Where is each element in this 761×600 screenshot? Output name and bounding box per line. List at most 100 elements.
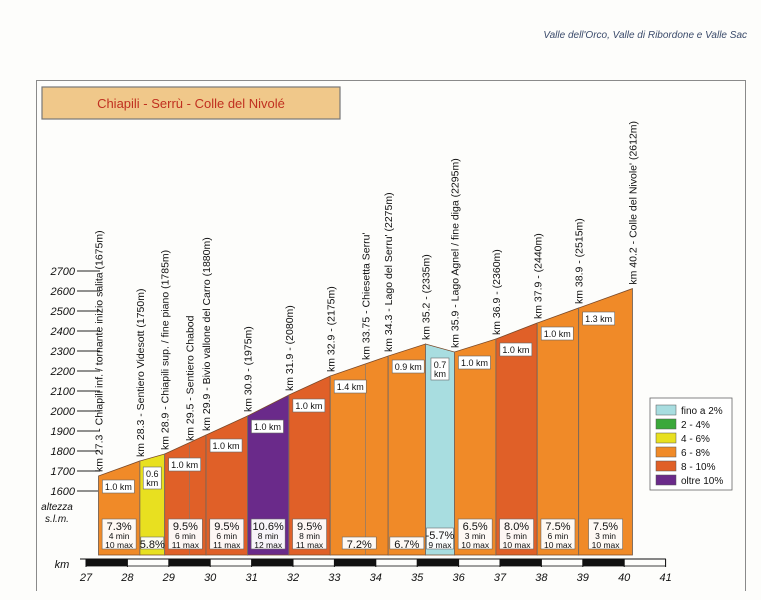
legend-label: 2 - 4%	[681, 420, 710, 431]
legend-label: 6 - 8%	[681, 448, 710, 459]
segment-time-label: 10 max	[105, 540, 134, 550]
segment-length-box	[102, 479, 135, 494]
profile-segment	[536, 307, 580, 556]
y-axis-label-line1: altezza	[41, 502, 73, 513]
waypoint-labels: km 27.3 - Chiapili inf. / tornante inizi…	[93, 121, 639, 472]
x-axis-scale-bar	[334, 559, 376, 566]
segment-length-box	[499, 342, 533, 357]
legend-swatch	[655, 418, 677, 430]
grade-box	[101, 518, 137, 550]
y-axis-label-line2: s.l.m.	[45, 514, 69, 525]
segment-time-label: 8 min	[258, 531, 279, 541]
grade-box	[140, 536, 164, 550]
segment-length-unit: km	[434, 369, 446, 379]
segment-length-box	[430, 357, 450, 381]
segment-length-box	[391, 359, 425, 374]
x-axis-scale-bar	[500, 559, 542, 566]
segment-length-label: 1.0 km	[171, 460, 198, 470]
legend-swatch	[655, 460, 677, 472]
segment-length-label: 1.0 km	[254, 422, 281, 432]
y-tick-label: 2000	[50, 406, 76, 418]
y-tick-label: 2200	[50, 366, 76, 378]
segment-time-label: 10 max	[461, 540, 490, 550]
grade-box	[426, 527, 454, 550]
x-axis-scale-bar	[582, 559, 625, 566]
y-tick-label: 1900	[51, 426, 76, 438]
grade-box	[341, 536, 377, 550]
grade-box	[588, 518, 623, 550]
x-tick-label: 38	[535, 572, 548, 584]
segment-time-label: 10 max	[544, 540, 573, 550]
x-tick-label: 28	[120, 572, 134, 584]
segment-grade-label: 6.7%	[394, 539, 419, 551]
segment-length-label: 0.6	[146, 469, 159, 479]
y-axis: 1600 1700 1800 1900 2000 2100 2200 2300 2400 2500…	[41, 266, 100, 525]
waypoint-label: km 37.9 - (2440m)	[532, 233, 544, 319]
waypoint-label: km 31.9 - (2080m)	[284, 305, 296, 391]
waypoint-label: km 29.9 - Bivio vallone del Carro (1880m…	[201, 237, 213, 431]
legend-swatch	[655, 432, 677, 444]
waypoint-label: km 29.5 - Sentiero Chabod	[185, 315, 197, 441]
x-axis-scale-outline	[85, 558, 666, 567]
header-text: Valle dell'Orco, Valle di Ribordone e Va…	[543, 30, 747, 41]
segment-length-box	[458, 355, 491, 370]
segment-time-label: 12 max	[254, 540, 283, 550]
chart-title-box: Chiapili - Serrù - Colle del Nivolé	[41, 86, 341, 120]
segment-length-label: 1.0 km	[544, 329, 571, 339]
legend-label: fino a 2%	[681, 406, 723, 417]
y-tick-label: 2500	[50, 306, 76, 318]
segment-time-label: 4 min	[109, 531, 130, 541]
segment-time-label: 3 min	[595, 531, 616, 541]
x-axis-scale-bar	[168, 559, 211, 566]
grade-box	[209, 518, 245, 550]
x-axis-scale-bar	[86, 559, 128, 566]
x-tick-label: 35	[411, 572, 424, 584]
grade-box	[292, 518, 327, 550]
grade-box	[499, 518, 534, 550]
x-axis-scale-bar	[417, 559, 459, 566]
chart-frame	[36, 80, 746, 591]
segment-length-box	[209, 438, 243, 453]
y-tick-label: 1600	[51, 486, 76, 498]
segment-length-box	[142, 466, 162, 490]
segment-time-label: 6 min	[548, 531, 569, 541]
x-axis: 27 28 29 30 31 32 33 34 35 36 37 38 39 40 41 km	[55, 558, 672, 584]
segment-time-label: 8 min	[299, 531, 320, 541]
segment-length-box	[582, 311, 615, 326]
segment-length-box	[333, 379, 367, 394]
segment-length-label: 1.4 km	[337, 382, 364, 392]
waypoint-label: km 28.3 - Sentiero Videsott (1750m)	[135, 289, 147, 457]
legend-label: 8 - 10%	[681, 462, 716, 473]
segment-length-label: 1.0 km	[295, 401, 322, 411]
segment-length-label: 0.9 km	[395, 362, 422, 372]
x-tick-label: 37	[494, 572, 507, 584]
segment-grade-label: 9.5%	[297, 521, 322, 533]
segment-grade-label: 7.5%	[545, 521, 570, 533]
segment-time-label: 3 min	[465, 531, 486, 541]
segment-length-unit: km	[146, 478, 158, 488]
segment-length-box	[292, 398, 326, 413]
segment-time-label: 6 min	[175, 531, 196, 541]
x-axis-scale-bar	[251, 559, 293, 566]
segment-length-box	[251, 419, 284, 434]
segment-time-label: 11 max	[172, 540, 200, 550]
legend-label: oltre 10%	[681, 476, 723, 487]
legend-swatch	[655, 446, 677, 458]
segment-time-label: 6 min	[216, 531, 237, 541]
y-tick-label: 2700	[50, 266, 76, 278]
x-tick-label: 40	[618, 572, 631, 584]
legend-swatch	[655, 404, 677, 416]
waypoint-label: km 32.9 - (2175m)	[325, 286, 337, 372]
y-tick-label: 1800	[51, 446, 76, 458]
title-box-bg	[41, 86, 341, 120]
x-tick-label: 41	[659, 572, 671, 584]
x-tick-label: 27	[79, 572, 93, 584]
segment-grade-label: 5.8%	[140, 539, 165, 551]
grade-box	[168, 518, 203, 550]
waypoint-label: km 27.3 - Chiapili inf. / tornante inizi…	[93, 230, 105, 472]
grade-box	[457, 518, 493, 550]
y-tick-label: 2600	[50, 286, 76, 298]
